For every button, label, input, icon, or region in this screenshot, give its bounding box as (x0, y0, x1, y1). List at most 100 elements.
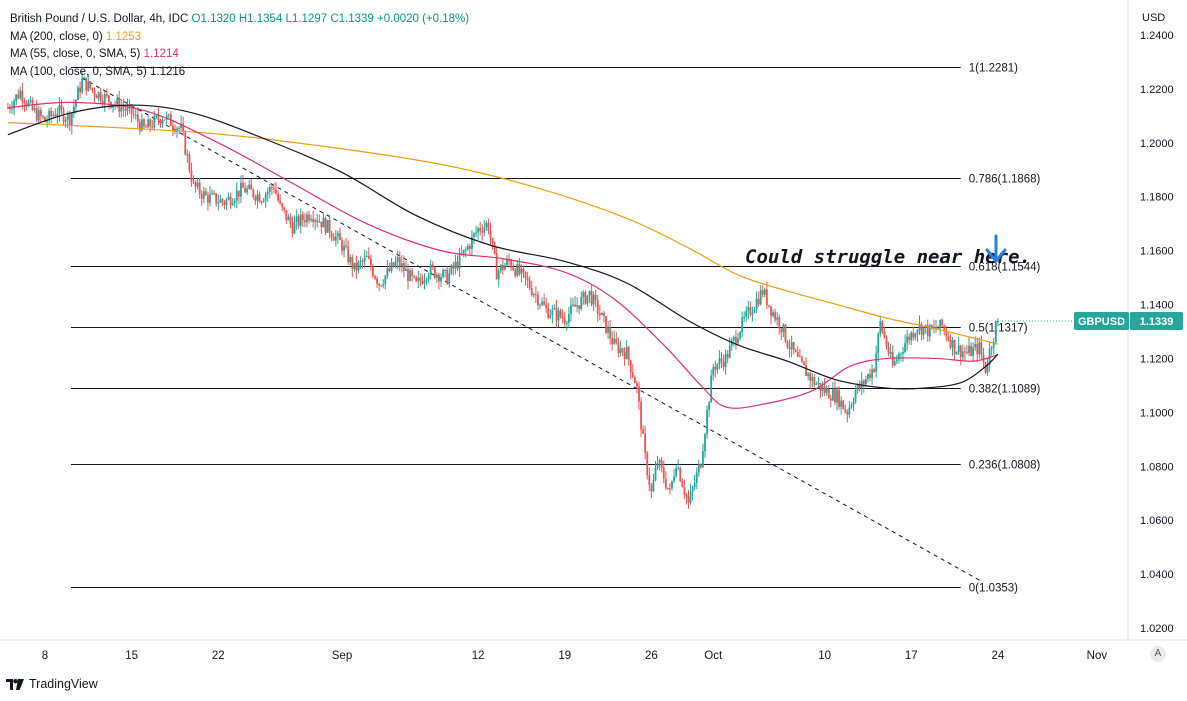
candle-up[interactable] (209, 194, 211, 203)
candle-down[interactable] (590, 290, 593, 305)
candle-up[interactable] (13, 101, 15, 109)
legend-ma55-label[interactable]: MA (55, close, 0, SMA, 5) (10, 48, 141, 60)
candle-up[interactable] (576, 305, 579, 307)
candle-down[interactable] (829, 398, 832, 401)
candle-up[interactable] (520, 268, 523, 274)
candle-down[interactable] (584, 292, 587, 304)
candle-up[interactable] (625, 347, 628, 359)
candle-up[interactable] (790, 342, 793, 350)
candle-up[interactable] (450, 265, 453, 274)
candle-down[interactable] (407, 269, 409, 281)
candle-down[interactable] (858, 384, 861, 389)
candle-down[interactable] (792, 342, 795, 351)
candle-up[interactable] (671, 481, 673, 489)
candle-up[interactable] (860, 380, 863, 389)
candle-up[interactable] (363, 256, 366, 262)
candle-down[interactable] (378, 283, 381, 286)
candle-down[interactable] (722, 361, 725, 367)
candle-down[interactable] (159, 120, 162, 124)
candle-down[interactable] (803, 361, 805, 366)
candle-down[interactable] (190, 170, 193, 182)
candle-up[interactable] (697, 464, 700, 473)
tradingview-logo[interactable]: TradingView (6, 677, 98, 691)
candle-up[interactable] (955, 352, 958, 355)
candle-up[interactable] (217, 202, 220, 204)
candle-up[interactable] (710, 375, 713, 403)
candle-up[interactable] (306, 214, 308, 223)
candle-up[interactable] (423, 280, 426, 284)
candle-up[interactable] (836, 389, 838, 403)
candle-down[interactable] (438, 274, 440, 282)
candle-up[interactable] (227, 196, 230, 200)
candle-up[interactable] (81, 78, 84, 93)
candle-down[interactable] (207, 195, 209, 203)
candle-down[interactable] (452, 265, 455, 269)
candle-down[interactable] (392, 262, 395, 267)
candle-down[interactable] (644, 433, 647, 453)
candle-down[interactable] (182, 123, 185, 133)
candle-down[interactable] (23, 101, 26, 104)
candle-up[interactable] (264, 194, 267, 201)
candle-up[interactable] (425, 279, 428, 281)
candle-down[interactable] (947, 336, 950, 340)
candle-down[interactable] (101, 100, 104, 104)
candle-up[interactable] (879, 321, 882, 334)
candle-up[interactable] (314, 220, 317, 223)
candle-up[interactable] (854, 390, 857, 402)
candle-up[interactable] (186, 154, 189, 156)
fibonacci-retracement[interactable]: 1(1.2281) 0.786(1.1868) 0.618(1.1544) 0.5(1… (70, 63, 1041, 595)
candle-down[interactable] (132, 114, 135, 116)
candle-up[interactable] (673, 476, 675, 482)
candle-down[interactable] (149, 119, 152, 127)
candle-down[interactable] (623, 352, 626, 359)
candle-down[interactable] (421, 280, 424, 284)
candle-up[interactable] (708, 402, 711, 410)
candle-down[interactable] (85, 77, 88, 91)
candle-down[interactable] (534, 294, 537, 296)
candle-down[interactable] (726, 354, 729, 358)
ma55-line[interactable] (7, 101, 999, 409)
candle-down[interactable] (930, 325, 933, 329)
candle-down[interactable] (374, 276, 376, 279)
candle-down[interactable] (347, 246, 350, 263)
candle-up[interactable] (64, 120, 67, 122)
candle-down[interactable] (130, 104, 133, 115)
candle-down[interactable] (881, 321, 884, 332)
candle-up[interactable] (811, 376, 814, 381)
candle-down[interactable] (834, 389, 836, 403)
candle-down[interactable] (95, 95, 98, 99)
candle-down[interactable] (79, 87, 81, 93)
candle-up[interactable] (582, 292, 585, 297)
candle-down[interactable] (54, 114, 57, 117)
candle-down[interactable] (297, 216, 300, 226)
candle-up[interactable] (532, 294, 535, 296)
candle-down[interactable] (786, 341, 789, 348)
candle-up[interactable] (996, 320, 999, 322)
candle-down[interactable] (495, 253, 498, 280)
candle-up[interactable] (957, 345, 960, 353)
candle-down[interactable] (316, 220, 319, 223)
candle-up[interactable] (972, 347, 975, 356)
candle-up[interactable] (46, 120, 48, 122)
candle-down[interactable] (611, 338, 614, 345)
candle-up[interactable] (202, 191, 205, 199)
candle-down[interactable] (91, 88, 94, 90)
candle-down[interactable] (50, 110, 53, 116)
candle-up[interactable] (939, 319, 942, 329)
candle-down[interactable] (237, 190, 240, 197)
candle-up[interactable] (904, 343, 906, 352)
candle-down[interactable] (221, 199, 224, 203)
candle-up[interactable] (759, 290, 762, 305)
candle-down[interactable] (312, 218, 315, 223)
candle-up[interactable] (458, 253, 461, 269)
candle-down[interactable] (244, 187, 246, 193)
candle-down[interactable] (627, 347, 630, 361)
candle-up[interactable] (83, 77, 86, 79)
candle-up[interactable] (592, 294, 595, 305)
candle-down[interactable] (813, 376, 816, 385)
candle-up[interactable] (871, 369, 873, 378)
candle-down[interactable] (970, 345, 972, 356)
candle-down[interactable] (413, 276, 416, 278)
moving-averages[interactable] (7, 101, 999, 409)
